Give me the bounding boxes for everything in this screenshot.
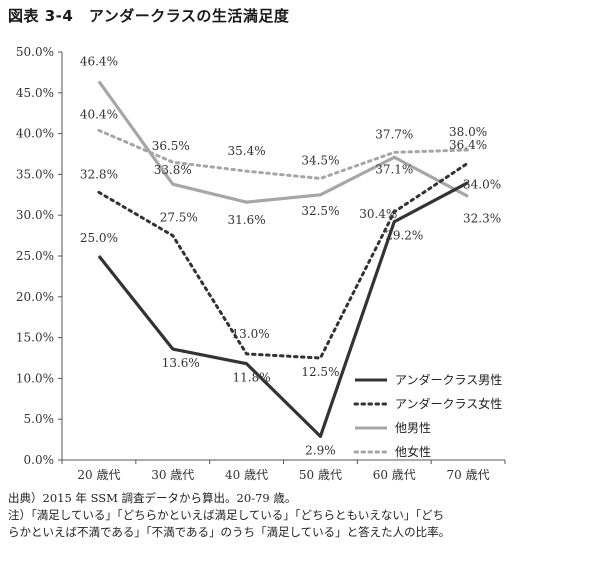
y-tick-label: 20.0% xyxy=(16,290,54,304)
y-tick-label: 5.0% xyxy=(24,412,55,426)
data-label: 32.3% xyxy=(463,211,501,225)
y-tick-label: 45.0% xyxy=(16,86,54,100)
data-label: 25.0% xyxy=(80,231,118,245)
legend-label: アンダークラス女性 xyxy=(395,396,502,411)
chart-notes: 出典）2015 年 SSM 調査データから算出。20-79 歳。 注）「満足して… xyxy=(8,490,583,541)
data-label: 30.4% xyxy=(359,207,397,221)
y-tick-label: 30.0% xyxy=(16,208,54,222)
line-chart: 0.0% 5.0% 10.0% 15.0% 20.0% 25.0% 30.0% 35.0% 40… xyxy=(16,45,506,482)
data-label: 12.5% xyxy=(301,365,339,379)
data-label: 29.2% xyxy=(385,229,423,243)
data-label: 38.0% xyxy=(449,125,487,139)
series-line-1 xyxy=(97,181,469,438)
x-tick-label: 30 歳代 xyxy=(151,468,194,482)
x-tick-label: 60 歳代 xyxy=(373,468,416,482)
data-label: 37.1% xyxy=(375,162,413,176)
data-label: 13.0% xyxy=(232,327,270,341)
series-line-3 xyxy=(97,80,469,204)
data-label: 37.7% xyxy=(375,127,413,141)
data-label: 31.6% xyxy=(228,213,266,227)
data-label: 46.4% xyxy=(80,54,118,68)
legend-label: アンダークラス男性 xyxy=(395,372,502,387)
data-label: 11.8% xyxy=(233,371,271,385)
data-label: 13.6% xyxy=(162,356,200,370)
y-tick-label: 0.0% xyxy=(24,453,55,467)
chart-title: 図表 3-4 アンダークラスの生活満足度 xyxy=(8,7,290,25)
legend-label: 他女性 xyxy=(395,444,431,459)
data-label: 32.8% xyxy=(80,167,118,181)
x-tick-label: 40 歳代 xyxy=(225,468,268,482)
data-label: 40.4% xyxy=(80,107,118,121)
data-label: 2.9% xyxy=(305,443,336,457)
y-tick-label: 35.0% xyxy=(16,167,54,181)
data-label: 34.0% xyxy=(463,178,501,192)
data-label: 32.5% xyxy=(301,204,339,218)
data-label: 36.5% xyxy=(152,139,190,153)
series-line-2 xyxy=(97,161,470,360)
x-tick-label: 50 歳代 xyxy=(299,468,342,482)
source-note: 出典）2015 年 SSM 調査データから算出。20-79 歳。 xyxy=(8,491,297,505)
data-label: 36.4% xyxy=(449,138,487,152)
data-label: 27.5% xyxy=(160,211,198,225)
footnote-line-2: らかといえば不満である」「不満である」のうち「満足している」と答えた人の比率。 xyxy=(8,525,451,539)
y-tick-label: 40.0% xyxy=(16,127,54,141)
footnote-line-1: 注）「満足している」「どちらかといえば満足している」「どちらともいえない」「どち xyxy=(8,508,445,522)
x-tick-label: 20 歳代 xyxy=(77,468,120,482)
data-label: 33.8% xyxy=(154,163,192,177)
y-tick-label: 15.0% xyxy=(16,331,54,345)
legend-label: 他男性 xyxy=(395,421,431,435)
data-label: 35.4% xyxy=(228,144,266,158)
y-tick-label: 50.0% xyxy=(16,45,54,59)
y-tick-label: 10.0% xyxy=(16,371,54,385)
series-line-4 xyxy=(97,128,470,180)
x-tick-label: 70 歳代 xyxy=(447,468,490,482)
data-label: 34.5% xyxy=(301,153,339,167)
y-tick-label: 25.0% xyxy=(16,249,54,263)
